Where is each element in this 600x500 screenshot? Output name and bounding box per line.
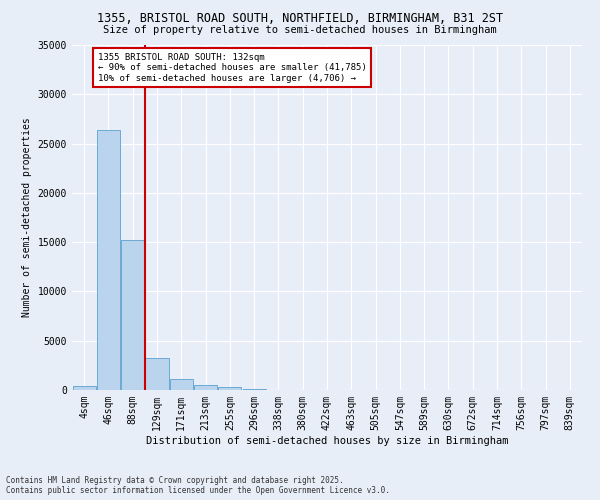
Bar bbox=[97, 130, 120, 390]
Text: Contains HM Land Registry data © Crown copyright and database right 2025.
Contai: Contains HM Land Registry data © Crown c… bbox=[6, 476, 390, 495]
Bar bbox=[145, 358, 169, 390]
Bar bbox=[170, 379, 193, 390]
Y-axis label: Number of semi-detached properties: Number of semi-detached properties bbox=[22, 118, 32, 318]
Bar bbox=[121, 240, 144, 390]
Text: Size of property relative to semi-detached houses in Birmingham: Size of property relative to semi-detach… bbox=[103, 25, 497, 35]
Bar bbox=[218, 387, 241, 390]
Bar bbox=[194, 386, 217, 390]
X-axis label: Distribution of semi-detached houses by size in Birmingham: Distribution of semi-detached houses by … bbox=[146, 436, 508, 446]
Text: 1355, BRISTOL ROAD SOUTH, NORTHFIELD, BIRMINGHAM, B31 2ST: 1355, BRISTOL ROAD SOUTH, NORTHFIELD, BI… bbox=[97, 12, 503, 26]
Text: 1355 BRISTOL ROAD SOUTH: 132sqm
← 90% of semi-detached houses are smaller (41,78: 1355 BRISTOL ROAD SOUTH: 132sqm ← 90% of… bbox=[97, 53, 366, 82]
Bar bbox=[242, 389, 266, 390]
Bar bbox=[73, 386, 95, 390]
